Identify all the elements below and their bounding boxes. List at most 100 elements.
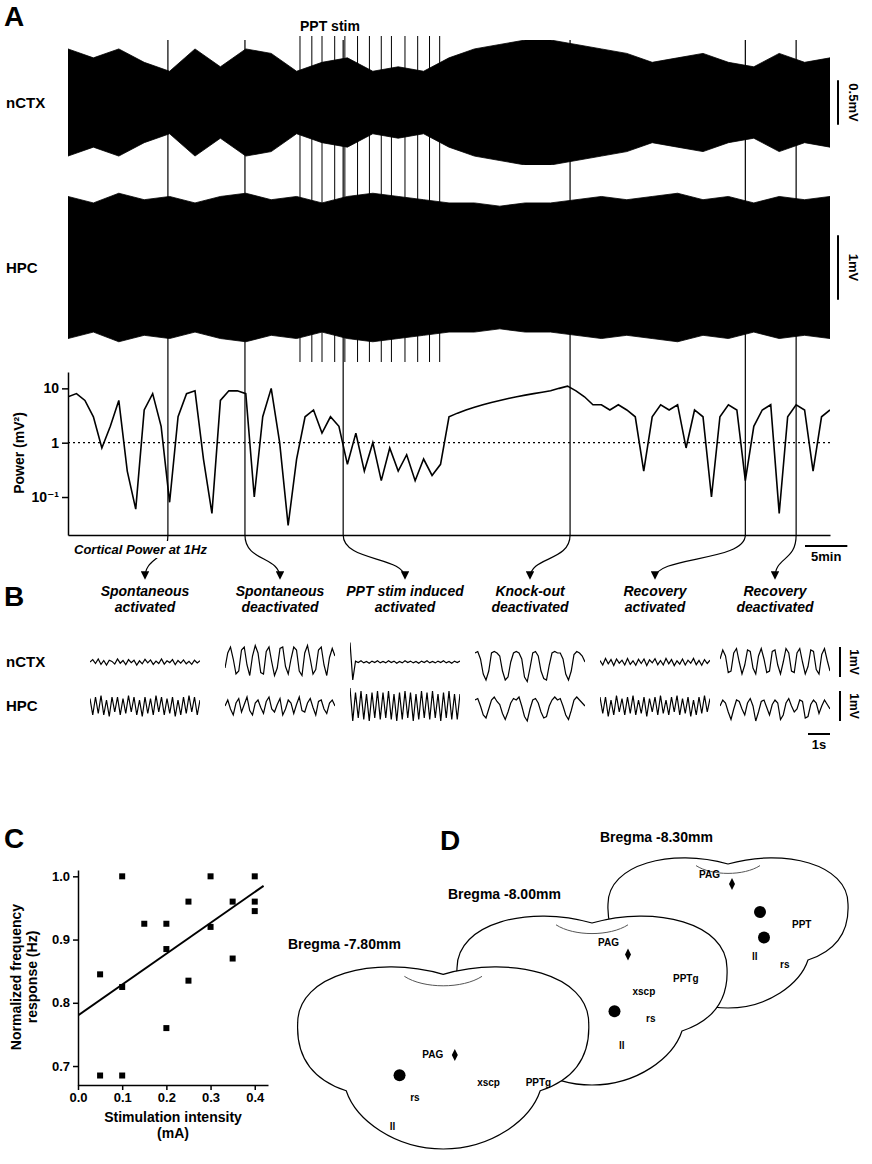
trace-label: HPC [6, 697, 38, 714]
trace [600, 696, 710, 717]
trace [90, 659, 200, 665]
label-line: Spontaneous [101, 583, 190, 599]
trace-label: nCTX [6, 94, 45, 111]
trace-cell [720, 649, 830, 675]
tick: 10⁻¹ [31, 489, 68, 505]
label-line: (mA) [157, 1125, 189, 1141]
region-label: PAG [598, 937, 619, 948]
event-arrow [530, 535, 570, 578]
event-line [343, 40, 344, 535]
stim-line [381, 36, 382, 362]
tick: 1.0 [52, 869, 78, 884]
stim-site [394, 1069, 406, 1081]
axis-line [69, 535, 831, 537]
trace-cell [350, 643, 460, 681]
event-line [244, 40, 245, 535]
label-line: deactivated [491, 599, 568, 615]
point [97, 971, 103, 977]
point [119, 984, 125, 990]
region-label: PPTg [673, 973, 699, 984]
scale-bar [837, 235, 839, 300]
region-label: xscp [633, 986, 656, 997]
stim-line [299, 36, 300, 362]
region-label: ll [619, 1040, 625, 1051]
label-line: Stimulation intensity [104, 1109, 242, 1125]
scale-bar-label: 1mV [847, 693, 861, 718]
panel-letter: C [4, 823, 24, 854]
trace-envelope [68, 193, 830, 342]
scale-bar-label: 0.5mV [846, 83, 861, 122]
stim-markers [300, 36, 440, 362]
label-line: deactivated [241, 599, 318, 615]
stim-line [417, 36, 418, 362]
tick-label: 0.9 [52, 932, 70, 947]
point [163, 946, 169, 952]
tick-mark [62, 388, 68, 390]
point [208, 873, 214, 879]
region-label: rs [646, 1013, 656, 1024]
point [119, 873, 125, 879]
scale-bar-label: 1mV [846, 254, 861, 282]
axis-title: Normalized frequencyresponse (Hz) [8, 904, 40, 1050]
stim-line [334, 36, 335, 362]
tick: 0.1 [114, 1085, 132, 1105]
trace [600, 658, 710, 665]
trace [225, 697, 335, 715]
tick: 0.7 [52, 1059, 78, 1074]
axis [69, 535, 831, 536]
trace-cell [225, 646, 335, 676]
stim-line [429, 36, 430, 362]
point [141, 921, 147, 927]
trace-group [68, 40, 830, 165]
scale-bar [837, 80, 839, 125]
label-line: activated [115, 599, 176, 615]
trace [475, 652, 585, 682]
tick-label: 0.7 [52, 1059, 70, 1074]
scale-bar [839, 647, 841, 677]
event-arrow [775, 535, 796, 578]
axis-line [78, 871, 80, 1086]
tick-label: 1.0 [52, 869, 70, 884]
tick: 10 [43, 380, 68, 396]
point [230, 956, 236, 962]
stim-line [311, 36, 312, 362]
tick: 1 [51, 435, 68, 451]
figure: AnCTX0.5mVHPC1mVPPT stim10110⁻¹Power (mV… [0, 0, 872, 1164]
label-line: Normalized frequency [8, 904, 24, 1050]
label-line: response (Hz) [24, 931, 40, 1024]
region-label: xscp [477, 1077, 500, 1088]
scale-bar [805, 545, 847, 547]
event-line [167, 40, 168, 535]
tick-label: 10⁻¹ [31, 489, 59, 505]
tick: 0.9 [52, 932, 78, 947]
event-line [796, 40, 797, 535]
trace-label: HPC [6, 259, 38, 276]
stim-line [404, 36, 405, 362]
trace [475, 697, 585, 721]
event-arrow [245, 535, 280, 578]
scale-bar-label: 1mV [847, 649, 861, 674]
point [208, 924, 214, 930]
trace-cell [720, 699, 830, 722]
tick: 0.3 [202, 1085, 220, 1105]
section-label: Bregma -7.80mm [288, 936, 401, 952]
tick-label: 10 [43, 380, 59, 396]
trace-cell [350, 688, 460, 721]
tick-mark [73, 1066, 78, 1068]
power-plot [68, 386, 830, 525]
event-arrow [655, 535, 745, 578]
trace-cell [90, 659, 200, 665]
stim-site [754, 906, 766, 918]
trace-envelope [68, 40, 830, 165]
scale-bar [839, 691, 841, 721]
stim-site [609, 1005, 621, 1017]
column-label: Spontaneousactivated [101, 583, 190, 615]
column-label: PPT stim inducedactivated [346, 583, 464, 615]
point [163, 921, 169, 927]
point [252, 873, 258, 879]
tick-label: 0.8 [52, 995, 70, 1010]
point [252, 908, 258, 914]
section-outline [298, 967, 589, 1149]
stim-site [758, 932, 770, 944]
column-label: Spontaneousdeactivated [236, 583, 325, 615]
